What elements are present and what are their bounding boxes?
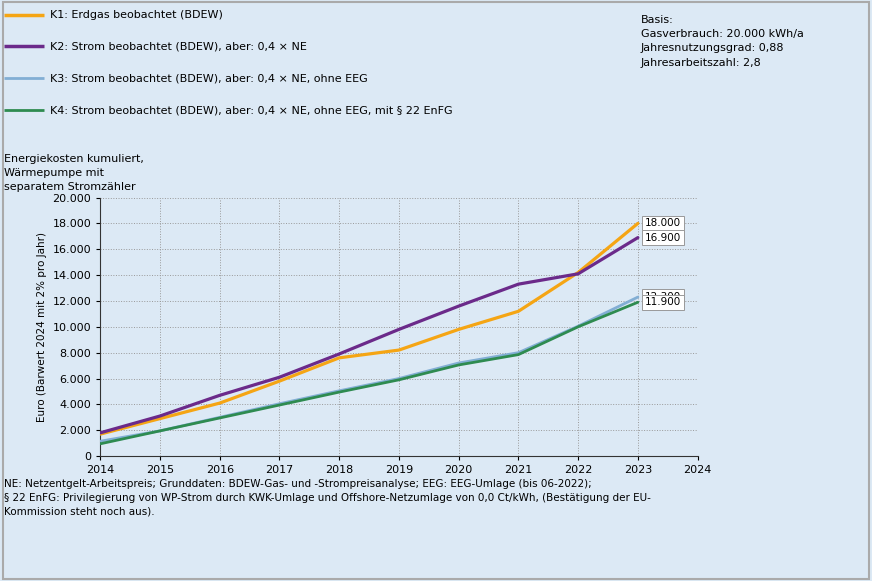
Text: Basis:
Gasverbrauch: 20.000 kWh/a
Jahresnutzungsgrad: 0,88
Jahresarbeitszahl: 2,: Basis: Gasverbrauch: 20.000 kWh/a Jahres… bbox=[641, 15, 804, 68]
Text: K3: Strom beobachtet (BDEW), aber: 0,4 × NE, ohne EEG: K3: Strom beobachtet (BDEW), aber: 0,4 ×… bbox=[50, 73, 367, 84]
Text: K2: Strom beobachtet (BDEW), aber: 0,4 × NE: K2: Strom beobachtet (BDEW), aber: 0,4 ×… bbox=[50, 41, 307, 52]
Text: K1: Erdgas beobachtet (BDEW): K1: Erdgas beobachtet (BDEW) bbox=[50, 9, 222, 20]
Y-axis label: Euro (Barwert 2024 mit 2% pro Jahr): Euro (Barwert 2024 mit 2% pro Jahr) bbox=[37, 232, 47, 422]
Text: Energiekosten kumuliert,
Wärmepumpe mit
separatem Stromzähler: Energiekosten kumuliert, Wärmepumpe mit … bbox=[4, 154, 144, 192]
Text: NE: Netzentgelt-Arbeitspreis; Grunddaten: BDEW-Gas- und -Strompreisanalyse; EEG:: NE: Netzentgelt-Arbeitspreis; Grunddaten… bbox=[4, 479, 651, 517]
Text: 16.900: 16.900 bbox=[645, 232, 681, 243]
Text: K4: Strom beobachtet (BDEW), aber: 0,4 × NE, ohne EEG, mit § 22 EnFG: K4: Strom beobachtet (BDEW), aber: 0,4 ×… bbox=[50, 105, 453, 116]
Text: 12.300: 12.300 bbox=[645, 292, 681, 302]
Text: 18.000: 18.000 bbox=[645, 218, 681, 228]
Text: 11.900: 11.900 bbox=[645, 297, 681, 307]
